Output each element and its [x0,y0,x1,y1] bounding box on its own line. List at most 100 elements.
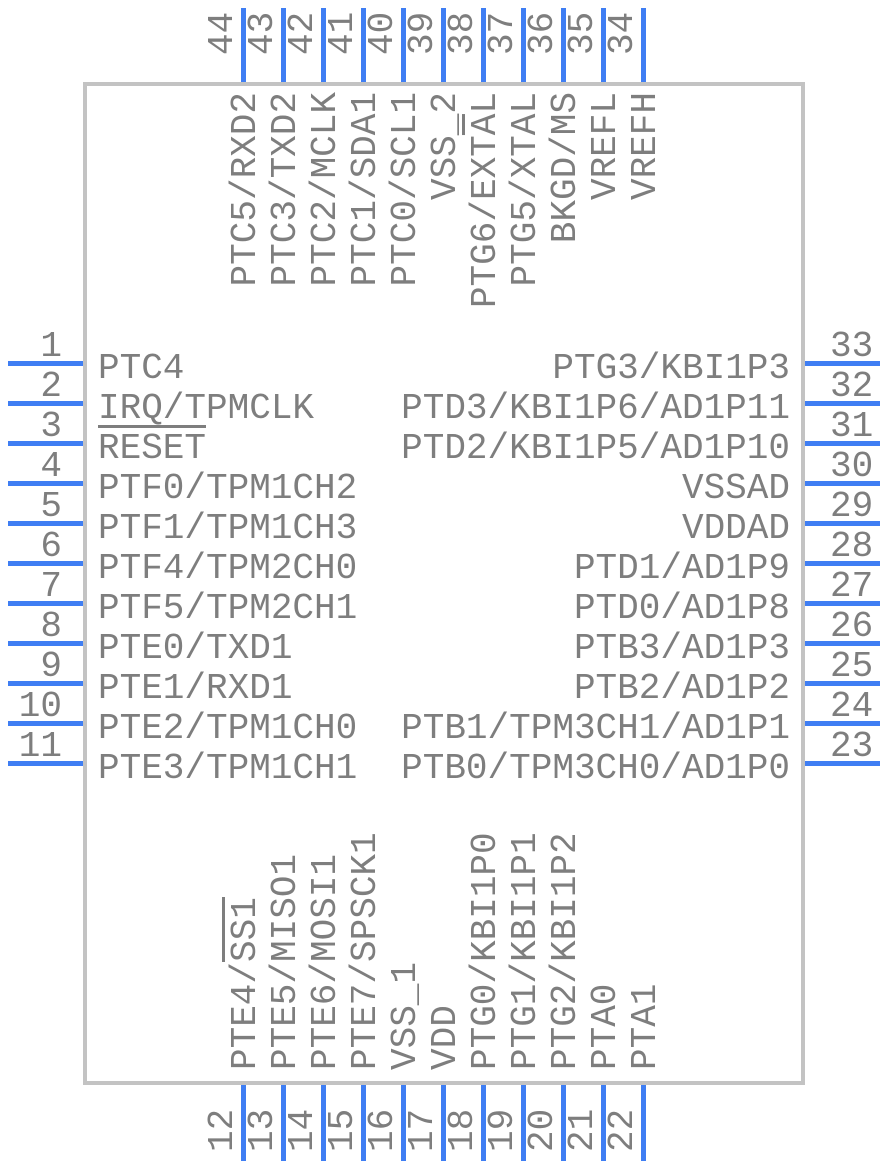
pin-label: PTF0/TPM1CH2 [98,471,357,507]
pin-number: 21 [562,1108,603,1152]
pin-label-text: BKGD/MS [545,92,586,244]
pin-label: PTC0/SCL1 [385,92,426,286]
pin-label: PTE5/MISO1 [265,854,306,1070]
pin-label-text: PTB0/TPM3CH0/AD1P0 [401,748,790,789]
pin-label: PTE3/TPM1CH1 [98,751,357,787]
pin-label-text: PTG3/KBI1P3 [552,348,790,389]
pin-line [8,721,83,726]
pin-label: PTE1/RXD1 [98,671,292,707]
pin-label: PTC2/MCLK [305,92,346,287]
pin-number: 4 [40,446,62,487]
pin-label: PTC3/TXD2 [265,92,306,286]
pin-line [321,8,326,82]
pin-line [805,361,880,366]
pin-line [805,521,880,526]
pin-label: PTF1/TPM1CH3 [98,511,357,547]
pin-label-text: PTE3/TPM1CH1 [98,748,358,789]
pin-label: PTG2/KBI1P2 [545,832,586,1070]
pin-number: 9 [40,646,62,687]
pin-label: PTD1/AD1P9 [574,551,790,587]
pin-number: 37 [482,11,523,55]
pin-label: PTB0/TPM3CH0/AD1P0 [401,751,790,787]
pin-line [8,481,83,486]
pin-line [441,8,446,82]
pin-label-text: PTF1/TPM1CH3 [98,508,358,549]
pin-number: 2 [40,366,62,407]
pin-number: 25 [830,646,874,687]
pin-number: 12 [202,1108,243,1152]
pin-label: PTG1/KBI1P1 [505,832,546,1070]
pin-line [521,8,526,82]
pin-number: 6 [40,526,62,567]
pin-number: 20 [522,1108,563,1152]
pin-number: 15 [322,1108,363,1152]
pin-line [601,1085,606,1161]
pin-label-text: PTB2/AD1P2 [573,668,790,709]
pin-number: 39 [402,11,443,55]
pin-number: 40 [362,11,403,55]
pin-number: 19 [482,1108,523,1152]
pin-label-text: PTG5/XTAL [505,92,546,287]
pin-label-text: L [465,92,506,114]
pin-line [321,1085,326,1161]
pin-label: VSSAD [682,471,790,507]
pin-line [8,441,83,446]
pin-line [281,8,286,82]
pin-number: 33 [830,326,874,367]
pin-label-text: PTF0/TPM1CH2 [98,468,358,509]
pin-label: PTG5/XTAL [505,92,546,287]
pin-line [805,681,880,686]
pin-label: VDD [425,1005,466,1070]
pin-line [561,8,566,82]
pin-label: PTF5/TPM2CH1 [98,591,357,627]
pin-label: PTE7/SPSCK1 [345,832,386,1070]
pin-line [805,561,880,566]
pin-label-text: PTB1/TPM3CH1/AD1P1 [401,708,790,749]
pin-label-text: IRQ/TPMCLK [98,388,315,429]
pin-label-text: PTG1/KBI1P1 [505,832,546,1070]
pin-label-text: PTD1/AD1P9 [573,548,790,589]
pin-number: 18 [442,1108,483,1152]
pin-number: 41 [322,11,363,55]
pin-line [281,1085,286,1161]
pin-line [481,8,486,82]
pin-number: 22 [602,1108,643,1152]
pin-line [601,8,606,82]
pin-label-text: PTC2/MCLK [305,92,346,287]
pin-label-text: PTD0/AD1P8 [573,588,790,629]
active-low-overline-text: A [462,113,506,136]
pin-line [8,761,83,766]
pin-label: VDDAD [682,511,790,547]
pin-line [561,1085,566,1161]
pin-label-text: PTE4/ [225,961,266,1070]
pin-line [805,601,880,606]
pin-number: 10 [18,686,62,727]
pin-label-text: VSSAD [681,468,790,509]
pin-number: 1 [40,326,62,367]
pin-label-text: PTD2/KBI1P5/AD1P10 [401,428,790,469]
pin-line [8,601,83,606]
pin-line [805,481,880,486]
active-low-overline-text: RESET [98,425,207,469]
pin-label-text: PTG0/KBI1P0 [465,832,506,1070]
pin-label: PTD3/KBI1P6/AD1P11 [401,391,790,427]
pin-label-text: PTE6/MOSI1 [305,853,346,1070]
pin-label-text: PTA1 [625,983,666,1070]
pin-label: PTB2/AD1P2 [574,671,790,707]
pin-label-text: PTC4 [98,348,185,389]
pin-label: PTD2/KBI1P5/AD1P10 [401,431,790,467]
pin-line [8,401,83,406]
pin-label: PTG0/KBI1P0 [465,832,506,1070]
pin-line [361,8,366,82]
pin-line [481,1085,486,1161]
pin-label: BKGD/MS [545,92,586,244]
pin-line [805,401,880,406]
pin-label: RESET [98,425,207,469]
pin-line [805,441,880,446]
pin-line [8,361,83,366]
pin-line [521,1085,526,1161]
pin-label: PTA0 [585,984,626,1070]
pin-label-text: PTF5/TPM2CH1 [98,588,358,629]
pin-number: 14 [282,1108,323,1152]
